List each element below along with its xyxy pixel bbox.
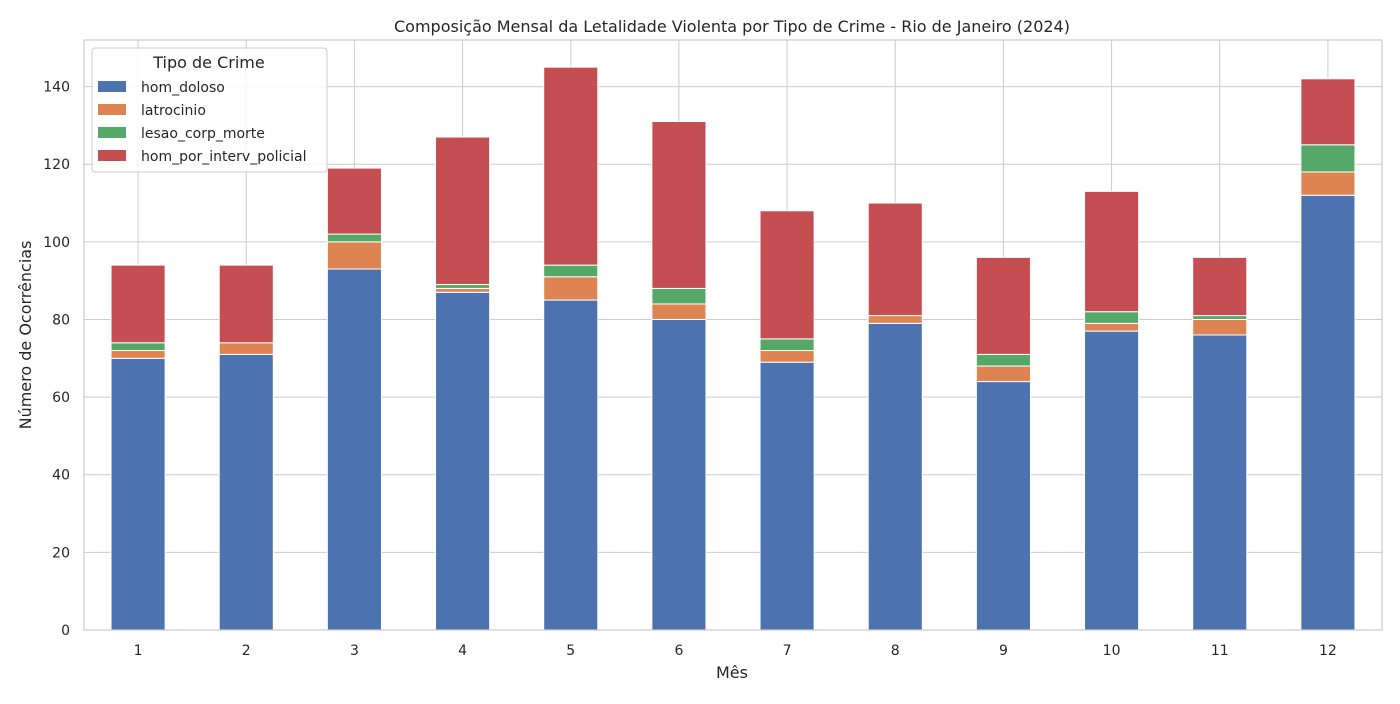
y-tick-label: 80 [52, 312, 70, 328]
bar-segment-hom_doloso [651, 318, 707, 631]
x-tick-label: 2 [242, 643, 251, 659]
bar-segment-hom_por_interv_policial [435, 136, 491, 286]
bar-segment-lesao_corp_morte [110, 342, 166, 352]
bar-segment-hom_doloso [1192, 334, 1248, 631]
bar-segment-lesao_corp_morte [1300, 144, 1356, 173]
legend-swatch [98, 150, 126, 161]
legend-label: hom_por_interv_policial [141, 149, 306, 165]
legend-box [91, 47, 328, 173]
x-tick-label: 10 [1103, 643, 1121, 659]
legend-title: Tipo de Crime [152, 53, 264, 72]
x-tick-label: 7 [783, 643, 792, 659]
legend-items: hom_doloso latrocinio lesao_corp_morte hom_… [98, 80, 306, 165]
legend-swatch [98, 81, 126, 92]
bar-segment-hom_doloso [975, 381, 1031, 631]
x-tick-label: 11 [1211, 643, 1229, 659]
bar-segment-latrocinio [110, 350, 166, 359]
bar-segment-hom_doloso [435, 291, 491, 631]
bar-segment-lesao_corp_morte [975, 353, 1031, 367]
legend: Tipo de Crime hom_doloso latrocinio lesao_… [91, 47, 328, 173]
y-tick-label: 100 [43, 235, 70, 251]
bar-segment-hom_por_interv_policial [651, 121, 707, 289]
plot-area-border [83, 39, 1383, 631]
x-tick-label: 1 [134, 643, 143, 659]
bar-segment-hom_por_interv_policial [1084, 190, 1140, 313]
chart-title: Composição Mensal da Letalidade Violenta… [394, 17, 1070, 36]
bar-segment-hom_doloso [1300, 194, 1356, 631]
bar-segment-hom_doloso [759, 361, 815, 631]
x-tick-label: 12 [1319, 643, 1337, 659]
y-tick-label: 20 [52, 545, 70, 561]
bar-segment-hom_por_interv_policial [975, 256, 1031, 355]
x-tick-label: 9 [999, 643, 1008, 659]
bar-segment-lesao_corp_morte [651, 287, 707, 305]
bars [110, 66, 1356, 631]
legend-label: lesao_corp_morte [141, 126, 265, 142]
bar-segment-hom_por_interv_policial [1300, 78, 1356, 146]
bar-segment-hom_por_interv_policial [326, 167, 382, 235]
bar-segment-latrocinio [326, 241, 382, 270]
legend-swatch [98, 127, 126, 138]
legend-label: latrocinio [141, 103, 206, 119]
y-tick-label: 120 [43, 157, 70, 173]
bar-segment-lesao_corp_morte [1084, 311, 1140, 324]
x-tick-label: 6 [674, 643, 683, 659]
x-tick-label: 5 [566, 643, 575, 659]
bar-segment-latrocinio [543, 276, 599, 301]
bar-segment-hom_doloso [110, 357, 166, 631]
bar-segment-lesao_corp_morte [435, 284, 491, 289]
bar-segment-hom_doloso [543, 299, 599, 631]
bar-segment-lesao_corp_morte [543, 264, 599, 278]
legend-swatch [98, 104, 126, 115]
y-tick-label: 60 [52, 390, 70, 406]
bar-segment-hom_por_interv_policial [110, 264, 166, 344]
bar-segment-hom_por_interv_policial [218, 264, 274, 344]
bar-segment-latrocinio [1192, 318, 1248, 336]
bar-segment-latrocinio [1300, 171, 1356, 196]
x-tick-label: 8 [891, 643, 900, 659]
bar-segment-hom_por_interv_policial [1192, 256, 1248, 317]
legend-label: hom_doloso [141, 80, 225, 96]
bar-segment-lesao_corp_morte [326, 233, 382, 243]
bar-segment-latrocinio [651, 303, 707, 320]
bar-segment-latrocinio [975, 365, 1031, 383]
x-tick-label: 4 [458, 643, 467, 659]
y-tick-label: 40 [52, 468, 70, 484]
bar-segment-lesao_corp_morte [759, 338, 815, 352]
bar-segment-latrocinio [218, 342, 274, 355]
plot-frame [83, 39, 1383, 631]
x-axis-label: Mês [716, 663, 748, 682]
x-tick-label: 3 [350, 643, 359, 659]
bar-segment-hom_por_interv_policial [867, 202, 923, 317]
bar-segment-hom_por_interv_policial [759, 210, 815, 340]
bar-segment-latrocinio [759, 350, 815, 363]
bar-segment-hom_doloso [1084, 330, 1140, 631]
bar-segment-hom_doloso [218, 353, 274, 631]
y-tick-label: 140 [43, 80, 70, 96]
y-axis-label: Número de Ocorrências [16, 241, 35, 430]
bar-segment-latrocinio [1084, 322, 1140, 332]
bar-segment-hom_por_interv_policial [543, 66, 599, 266]
bar-segment-latrocinio [867, 315, 923, 324]
bar-segment-hom_doloso [867, 322, 923, 631]
bar-segment-lesao_corp_morte [1192, 315, 1248, 320]
bar-segment-latrocinio [435, 287, 491, 293]
y-tick-label: 0 [61, 623, 70, 639]
bar-segment-hom_doloso [326, 268, 382, 631]
